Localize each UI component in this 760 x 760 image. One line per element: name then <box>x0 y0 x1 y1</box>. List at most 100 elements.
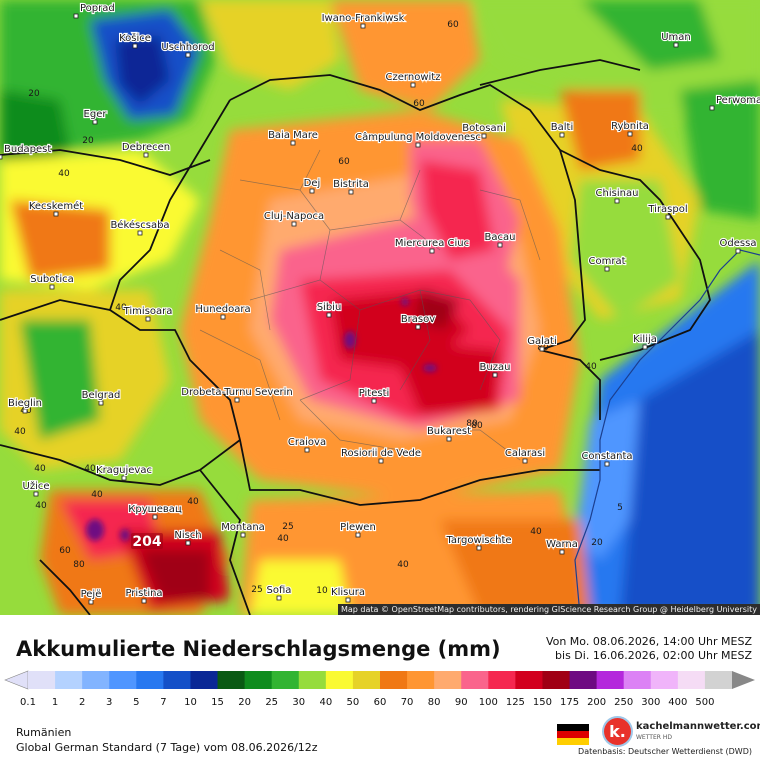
city-label: Craiova <box>288 437 326 448</box>
city-label: Bistrita <box>333 179 369 190</box>
city-label: Botosani <box>462 123 505 134</box>
city-label: Tiraspol <box>647 204 687 215</box>
city-marker: Tiraspol <box>646 203 689 220</box>
city-marker: Košice <box>118 31 152 49</box>
scale-swatch <box>569 671 598 689</box>
city-label: Czernowitz <box>386 72 441 83</box>
city-marker: Buzau <box>478 361 512 378</box>
city-label: Košice <box>119 32 151 44</box>
map-title: Akkumulierte Niederschlagsmenge (mm) <box>16 637 501 661</box>
city-marker: Calarasi <box>504 447 546 464</box>
city-marker: Bacau <box>483 231 517 248</box>
isoline-label: 40 <box>34 464 46 474</box>
city-label: Békéscsaba <box>110 219 169 231</box>
scale-tick-label: 40 <box>319 697 333 708</box>
city-label: Kilija <box>633 334 657 345</box>
scale-tick-label: 10 <box>184 697 197 708</box>
city-label: Uman <box>661 32 691 43</box>
city-markers: Poprad Košice Uschhorod Iwano-Frankiwsk Uman… <box>0 2 760 605</box>
city-label: Balti <box>551 122 573 133</box>
scale-swatch <box>515 671 543 689</box>
city-marker: Uschhorod <box>160 41 216 58</box>
period-from: Von Mo. 08.06.2026, 14:00 Uhr MESZ <box>545 635 752 648</box>
scale-swatch <box>55 671 83 689</box>
city-label: Nisch <box>174 530 201 541</box>
coastline <box>574 249 760 615</box>
city-label: Iwano-Frankiwsk <box>322 13 405 24</box>
city-marker: Kilija <box>632 333 658 350</box>
scale-swatch <box>298 671 327 689</box>
scale-swatch <box>136 671 164 689</box>
max-value-marker: 204 <box>131 533 163 550</box>
scale-swatch <box>271 671 300 689</box>
city-marker: Plewen <box>339 521 377 538</box>
city-label: Bieglin <box>8 398 42 409</box>
county-borders <box>199 149 541 461</box>
scale-swatch <box>190 671 219 689</box>
scale-swatch <box>623 671 652 689</box>
city-label: Uschhorod <box>161 42 214 53</box>
scale-swatch <box>596 671 625 689</box>
scale-swatch <box>82 671 110 689</box>
isoline-label: 40 <box>530 527 542 537</box>
isoline-label: 40 <box>91 490 103 500</box>
city-marker: Dej <box>303 177 321 194</box>
city-label: Belgrad <box>82 390 121 401</box>
city-marker: Pitesti <box>358 387 390 404</box>
scale-tick-label: 50 <box>346 697 360 708</box>
scale-tick-label: 175 <box>559 697 580 708</box>
isoline-label: 60 <box>413 99 425 109</box>
precipitation-map[interactable]: 2020406060604040404040404040608080804025… <box>0 0 760 615</box>
city-marker: Balti <box>550 121 574 138</box>
city-marker: Baia Mare <box>267 129 319 146</box>
city-label: Pitesti <box>359 388 390 399</box>
map-attribution[interactable]: Map data © OpenStreetMap contributors, r… <box>338 604 760 615</box>
city-label: Rybnita <box>611 121 649 132</box>
isoline-label: 40 <box>187 497 199 507</box>
scale-tick-label: 200 <box>587 697 607 708</box>
scale-swatch <box>244 671 273 689</box>
scale-swatch <box>434 671 462 689</box>
city-label: Debrecen <box>122 142 170 153</box>
city-label: Subotica <box>30 274 73 285</box>
city-label: Buzau <box>480 362 511 373</box>
city-marker: Sofia <box>265 584 293 601</box>
scale-swatch <box>488 671 516 689</box>
city-marker: Pejë <box>80 588 102 605</box>
city-marker: Timisoara <box>122 305 173 322</box>
city-label: Budapest <box>4 144 51 155</box>
isoline-label: 40 <box>58 169 70 179</box>
city-label: Dej <box>304 178 321 189</box>
city-marker: Užice <box>21 479 51 497</box>
city-label: Galati <box>527 336 556 347</box>
city-marker: Odessa <box>718 237 758 254</box>
color-scale <box>4 670 755 690</box>
city-label: Drobeta-Turnu Severin <box>181 387 292 398</box>
brand-subtitle: WETTER HD <box>636 734 672 741</box>
isoline-label: 60 <box>447 20 459 30</box>
city-label: Timisoara <box>123 306 173 317</box>
city-marker: Warna <box>545 538 579 555</box>
isoline-label: 20 <box>591 538 603 548</box>
scale-tick-label: 90 <box>454 697 468 708</box>
city-label: Poprad <box>80 3 115 14</box>
isoline-label: 20 <box>82 136 94 146</box>
city-marker: Bistrita <box>332 178 370 195</box>
city-marker: Craiova <box>287 436 327 453</box>
scale-swatch <box>704 671 733 689</box>
city-label: Kragujevac <box>96 465 152 476</box>
city-marker: Câmpulung Moldovenesc <box>354 130 482 148</box>
flag-stripe <box>557 731 589 738</box>
scale-tick-label: 0.1 <box>20 697 36 708</box>
city-marker: Perwomai <box>709 94 760 111</box>
city-marker: Hunedoara <box>194 303 252 320</box>
city-marker: Békéscsaba <box>109 218 171 236</box>
city-label: Miercurea Ciuc <box>395 238 469 249</box>
scale-swatch <box>325 671 354 689</box>
city-marker: Drobeta-Turnu Severin <box>180 386 294 403</box>
brand-logo[interactable]: k. kachelmannwetter.com WETTER HD <box>604 718 760 748</box>
scale-arrow-left <box>4 670 29 690</box>
forecast-period: Von Mo. 08.06.2026, 14:00 Uhr MESZ bis D… <box>546 635 752 663</box>
scale-swatch <box>109 671 137 689</box>
city-label: Calarasi <box>505 448 545 459</box>
